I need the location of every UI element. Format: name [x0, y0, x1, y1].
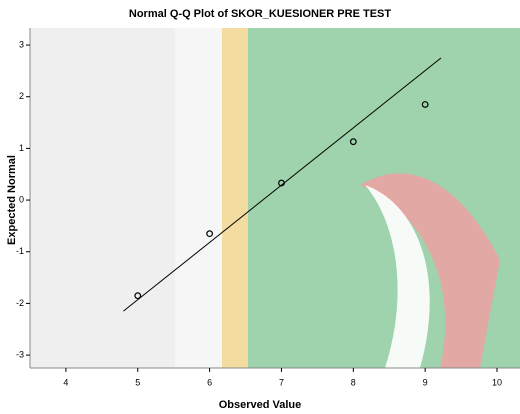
x-axis-label: Observed Value: [219, 399, 302, 411]
point: [134, 292, 142, 300]
x-tick-label: 10: [492, 377, 502, 387]
watermark: [360, 173, 500, 368]
y-tick-label: 0: [19, 194, 24, 204]
watermark: [222, 28, 248, 368]
point: [206, 230, 214, 238]
y-tick-label: 2: [19, 91, 24, 101]
x-tick-label: 5: [135, 377, 140, 387]
point: [349, 138, 357, 146]
y-tick-label: -2: [16, 298, 24, 308]
y-tick-label: -3: [16, 349, 24, 359]
y-tick-label: -1: [16, 246, 24, 256]
point: [421, 101, 429, 108]
x-tick-label: 4: [63, 377, 68, 387]
y-tick-label: 3: [19, 39, 24, 49]
chart-title: Normal Q-Q Plot of SKOR_KUESIONER PRE TE…: [129, 8, 391, 20]
y-axis-label: Expected Normal: [6, 155, 18, 245]
watermark: [365, 185, 430, 368]
watermark: [175, 28, 225, 368]
x-tick-label: 6: [207, 377, 212, 387]
reference-line: [123, 57, 442, 312]
y-tick-label: 1: [19, 143, 24, 153]
point: [278, 179, 285, 187]
x-tick-label: 8: [351, 377, 356, 387]
x-tick-label: 9: [423, 377, 428, 387]
x-tick-label: 7: [279, 377, 284, 387]
